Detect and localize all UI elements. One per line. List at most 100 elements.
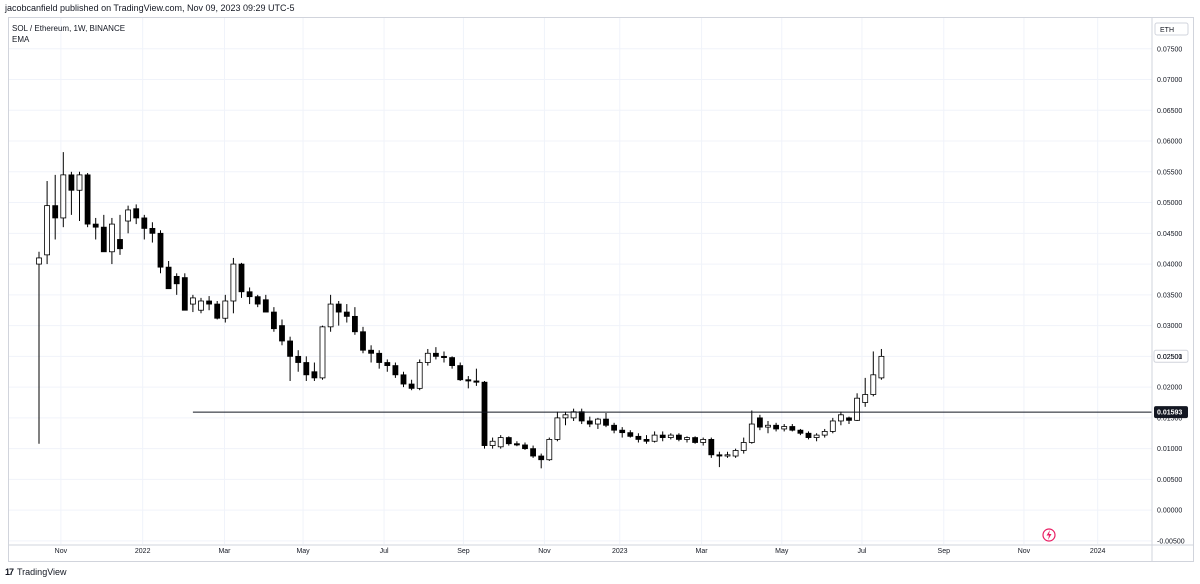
candle-body	[246, 291, 253, 298]
candle-body	[838, 414, 844, 422]
level-price-box	[1154, 406, 1188, 419]
tradingview-logo-icon: 17	[5, 567, 14, 577]
candles	[36, 152, 885, 469]
candle-body	[870, 374, 877, 395]
level-price-label: 0.01593	[1157, 410, 1182, 417]
candle-body	[181, 277, 188, 311]
candle-body	[416, 362, 423, 389]
candle-body	[254, 296, 261, 305]
candle-body	[748, 423, 755, 443]
candle-body	[76, 174, 83, 191]
y-tick-label: 0.04000	[1157, 262, 1182, 269]
x-tick-label: Sep	[938, 548, 951, 555]
x-tick-label: Nov	[538, 548, 551, 555]
footer: 17 TradingView	[5, 567, 67, 577]
y-tick-label: 0.04500	[1157, 231, 1182, 238]
lightning-icon	[1042, 528, 1056, 542]
candle-body	[676, 434, 682, 440]
y-tick-label: 0.06500	[1157, 108, 1182, 115]
candle-body	[465, 379, 472, 382]
candle-body	[538, 455, 545, 461]
candle-body	[724, 454, 731, 457]
published-caption: jacobcanfield published on TradingView.c…	[5, 3, 295, 13]
candle-body	[684, 437, 690, 440]
y-tick-label: 0.03000	[1157, 323, 1182, 330]
candle-body	[319, 326, 326, 379]
y-tick-label: 0.02500	[1157, 354, 1182, 361]
y-tick-label: 0.02000	[1157, 385, 1182, 392]
candle-body	[189, 297, 196, 305]
candle-body	[716, 454, 723, 457]
candle-body	[554, 417, 561, 440]
candle-body	[692, 437, 698, 443]
candle-body	[125, 209, 131, 222]
candle-body	[206, 300, 213, 305]
x-tick-label: May	[296, 548, 310, 555]
candle-body	[781, 426, 788, 430]
x-tick-label: 2023	[612, 548, 628, 555]
candle-body	[546, 439, 553, 461]
x-tick-label: May	[775, 548, 789, 555]
candle-body	[449, 357, 456, 366]
candle-body	[238, 263, 245, 293]
candle-body	[68, 174, 75, 191]
chart-legend: SOL / Ethereum, 1W, BINANCE EMA	[12, 23, 125, 45]
candle-body	[732, 450, 739, 457]
lightning-bolt-icon	[1046, 530, 1052, 540]
candle-body	[740, 442, 747, 451]
candle-body	[481, 381, 488, 446]
candle-body	[757, 417, 763, 428]
candle-body	[789, 426, 796, 431]
last-price-box	[1153, 349, 1189, 363]
x-tick-label: Jul	[857, 548, 866, 555]
y-tick-label: 0.01500	[1157, 415, 1182, 422]
indicator-label[interactable]: EMA	[12, 35, 30, 44]
candle-body	[514, 443, 520, 446]
chart-frame	[8, 17, 1194, 562]
candle-body	[141, 217, 148, 229]
candle-body	[878, 355, 885, 379]
candle-body	[109, 223, 115, 253]
candle-body	[643, 439, 650, 442]
x-tick-label: Nov	[1018, 548, 1031, 555]
x-tick-label: 2024	[1090, 548, 1106, 555]
candle-body	[117, 239, 123, 250]
candle-body	[773, 424, 779, 430]
candle-body	[311, 371, 318, 379]
candle-body	[368, 349, 375, 354]
candle-body	[603, 418, 609, 426]
candle-body	[133, 208, 140, 219]
candle-body	[708, 439, 715, 456]
candle-body	[813, 434, 820, 438]
symbol-label[interactable]: SOL / Ethereum, 1W, BINANCE	[12, 24, 126, 33]
candle-body	[384, 362, 391, 366]
candle-body	[441, 355, 447, 358]
candle-body	[327, 303, 334, 328]
candle-body	[578, 411, 585, 422]
candle-body	[303, 362, 310, 376]
y-tick-label: 0.06000	[1157, 139, 1182, 146]
candle-body	[400, 374, 407, 385]
candle-body	[60, 174, 67, 219]
candle-body	[797, 429, 804, 434]
candle-body	[595, 418, 601, 425]
candle-body	[497, 437, 504, 448]
candle-body	[862, 394, 869, 403]
candle-body	[222, 300, 229, 319]
candle-body	[765, 424, 771, 428]
y-tick-label: 0.07000	[1157, 77, 1182, 84]
candle-body	[44, 205, 50, 256]
candle-body	[805, 432, 812, 438]
x-tick-label: 2022	[135, 548, 151, 555]
candle-body	[651, 434, 658, 442]
candle-body	[92, 223, 99, 228]
candle-body	[627, 432, 634, 437]
candle-body	[351, 315, 358, 333]
x-tick-label: Jul	[380, 548, 389, 555]
y-tick-label: 0.07500	[1157, 46, 1182, 53]
y-tick-label: 0.00500	[1157, 477, 1182, 484]
candle-body	[821, 431, 828, 436]
candle-body	[424, 352, 431, 363]
x-tick-label: Mar	[696, 548, 709, 555]
